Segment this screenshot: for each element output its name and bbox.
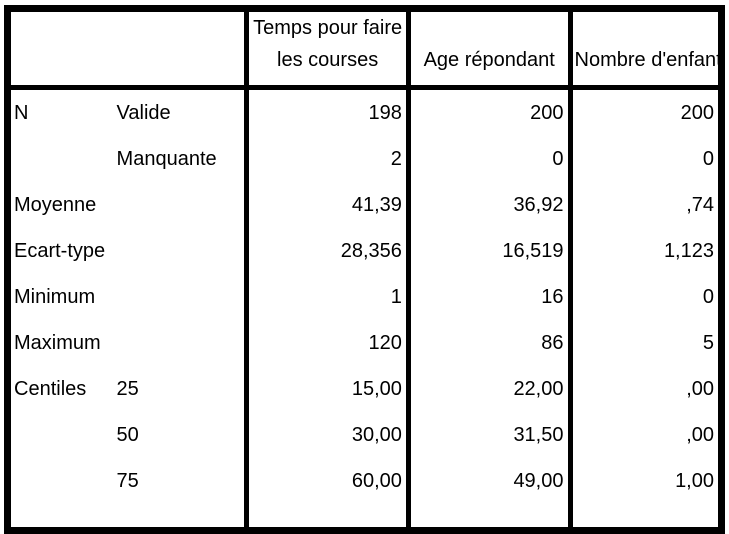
value-cell — [405, 504, 570, 531]
row-sublabel — [115, 228, 247, 274]
value-cell: 16 — [405, 274, 570, 320]
value-cell: 28,356 — [244, 228, 409, 274]
value-cell: 36,92 — [405, 182, 570, 228]
row-sublabel: 50 — [116, 423, 139, 446]
column-header-temps-courses: Temps pour faire les courses — [244, 8, 409, 88]
value-cell: 86 — [405, 320, 570, 366]
value-cell: 49,00 — [405, 458, 570, 504]
row-sublabel: Valide — [116, 101, 171, 124]
stub-corner-cell — [8, 9, 247, 88]
row-label: Ecart-type — [14, 239, 106, 262]
value-cell: ,74 — [567, 182, 722, 228]
row-label: Centiles — [14, 377, 87, 400]
value-cell: 16,519 — [405, 228, 570, 274]
row-label: Maximum — [14, 331, 101, 354]
value-cell: ,00 — [567, 366, 722, 412]
row-label: N — [14, 101, 29, 124]
row-label — [8, 136, 115, 182]
table-row-moyenne: Moyenne 41,39 36,92 ,74 — [8, 182, 722, 228]
value-cell: 15,00 — [244, 366, 409, 412]
value-cell — [244, 504, 409, 531]
value-cell: 2 — [244, 136, 409, 182]
statistics-table: Temps pour faire les courses Age réponda… — [4, 5, 725, 534]
table-row-minimum: Minimum 1 16 0 — [8, 274, 722, 320]
value-cell: 31,50 — [405, 412, 570, 458]
row-sublabel: 75 — [116, 469, 139, 492]
value-cell: 60,00 — [244, 458, 409, 504]
table-row-centile-25: Centiles 25 15,00 22,00 ,00 — [8, 366, 722, 412]
value-cell: 41,39 — [244, 182, 409, 228]
column-header-line: les courses — [277, 49, 379, 71]
table-row-centile-50: 50 30,00 31,50 ,00 — [8, 412, 722, 458]
value-cell: 22,00 — [405, 366, 570, 412]
row-sublabel — [115, 274, 247, 320]
column-header-age-repondant: Age répondant — [405, 8, 570, 88]
row-sublabel — [115, 182, 247, 228]
row-sublabel: 25 — [116, 377, 139, 400]
table-row-n-valide: N Valide 198 200 200 — [8, 87, 722, 136]
table-row-n-manquante: Manquante 2 0 0 — [8, 136, 722, 182]
empty-filler-row — [8, 504, 722, 531]
row-sublabel: Manquante — [116, 147, 217, 170]
value-cell: 0 — [405, 136, 570, 182]
value-cell — [567, 504, 722, 531]
value-cell: 0 — [567, 274, 722, 320]
value-cell: 198 — [244, 87, 409, 136]
table-row-maximum: Maximum 120 86 5 — [8, 320, 722, 366]
value-cell: 0 — [567, 136, 722, 182]
table-row-ecart-type: Ecart-type 28,356 16,519 1,123 — [8, 228, 722, 274]
value-cell: 200 — [405, 87, 570, 136]
column-header-line: Nombre d'enfant — [574, 49, 722, 71]
column-header-line: Age répondant — [423, 49, 555, 71]
value-cell: 1,123 — [567, 228, 722, 274]
document-page: Temps pour faire les courses Age réponda… — [4, 5, 725, 534]
row-label: Minimum — [14, 285, 96, 308]
value-cell: 1,00 — [567, 458, 722, 504]
column-header-nombre-enfant: Nombre d'enfant — [567, 8, 722, 88]
header-row: Temps pour faire les courses Age réponda… — [7, 8, 722, 88]
row-label — [8, 504, 115, 531]
table-row-centile-75: 75 60,00 49,00 1,00 — [8, 458, 722, 504]
row-label — [8, 458, 115, 504]
value-cell: 120 — [244, 320, 409, 366]
value-cell: 30,00 — [244, 412, 409, 458]
row-sublabel — [115, 504, 247, 531]
value-cell: 5 — [567, 320, 722, 366]
row-sublabel — [115, 320, 247, 366]
row-label: Moyenne — [14, 193, 97, 216]
value-cell: 1 — [244, 274, 409, 320]
value-cell: 200 — [567, 87, 722, 136]
column-header-line: Temps pour faire — [253, 17, 403, 39]
row-label — [8, 412, 115, 458]
value-cell: ,00 — [567, 412, 722, 458]
